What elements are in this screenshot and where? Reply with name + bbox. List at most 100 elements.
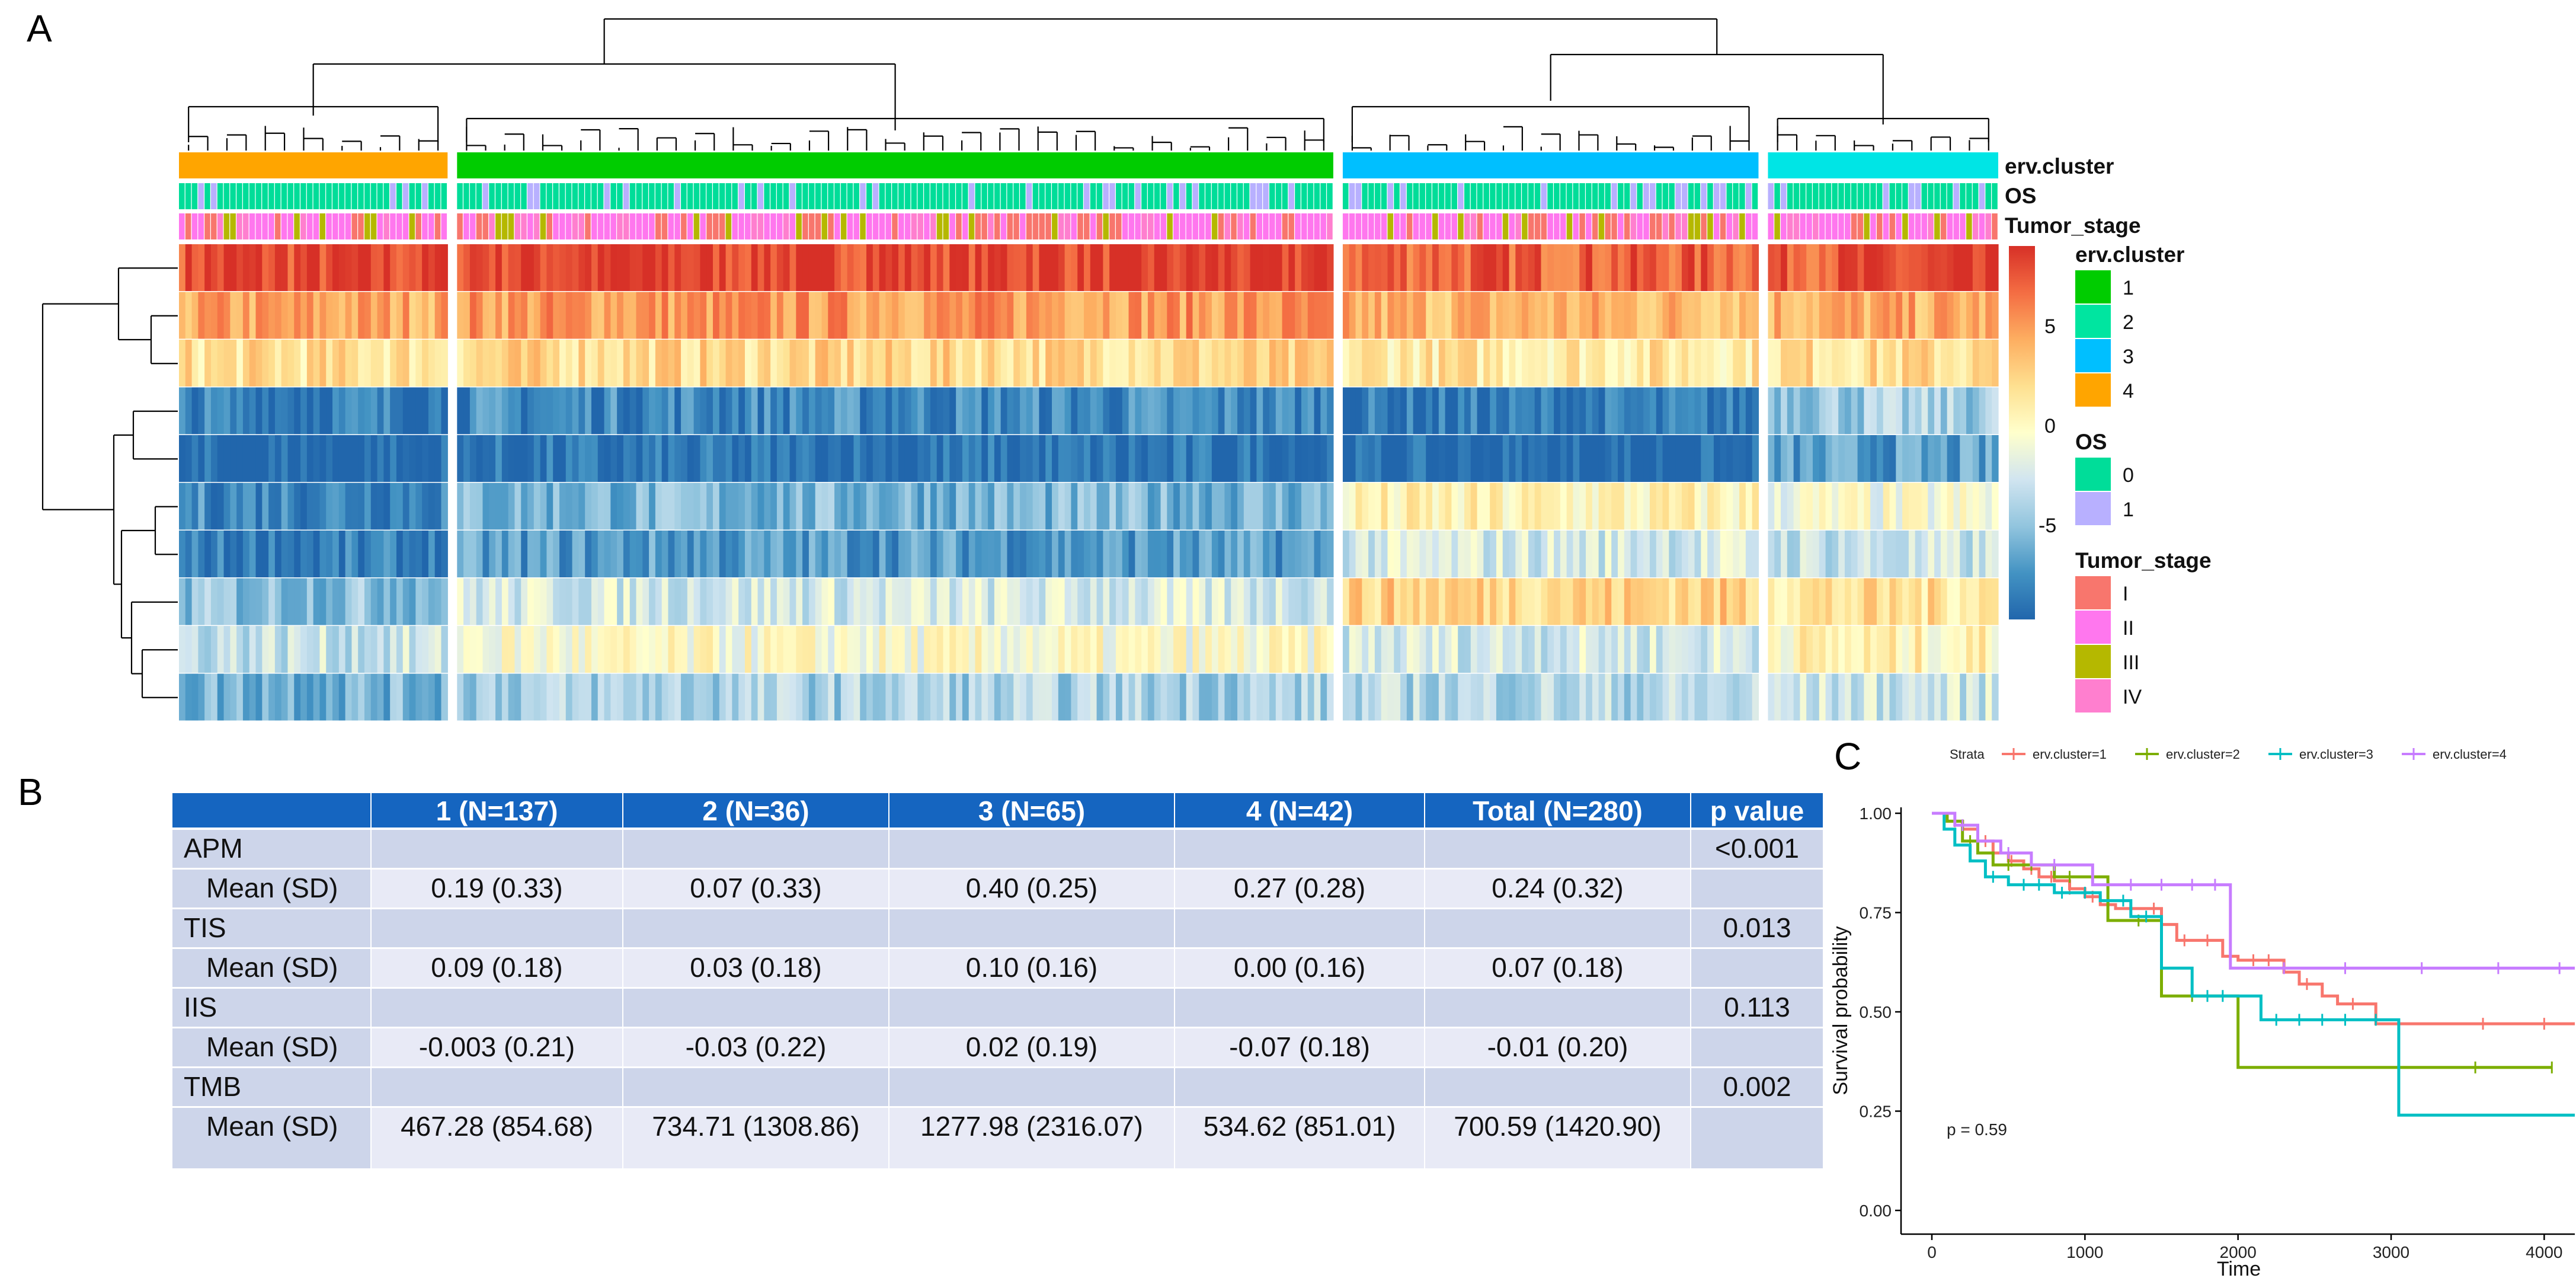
heatmap-cell — [1205, 387, 1212, 434]
heatmap-cell — [1243, 626, 1251, 673]
heatmap-cell — [441, 340, 448, 386]
heatmap-cell — [255, 531, 263, 577]
heatmap-cell — [198, 244, 205, 291]
heatmap-cell — [847, 578, 855, 625]
annotation-os-cell — [313, 183, 319, 209]
heatmap-cell — [1186, 531, 1193, 577]
heatmap-cell — [1896, 673, 1903, 721]
heatmap-cell — [1400, 435, 1407, 482]
annotation-os-cell — [1263, 183, 1269, 209]
heatmap-cell — [1713, 578, 1721, 625]
heatmap-cell — [441, 435, 448, 482]
heatmap-cell — [1301, 578, 1308, 625]
heatmap-cell — [1896, 387, 1903, 434]
heatmap-cell — [1902, 435, 1909, 482]
heatmap-cell — [1681, 673, 1689, 721]
heatmap-cell — [268, 483, 276, 530]
heatmap-cell — [326, 244, 333, 291]
heatmap-cell — [415, 483, 423, 530]
table-cell — [1691, 989, 1823, 1027]
heatmap-cell — [892, 340, 899, 386]
heatmap-cell — [866, 626, 873, 673]
heatmap-cell — [1502, 435, 1510, 482]
annotation-stage-cell — [898, 213, 904, 239]
heatmap-cell — [764, 435, 771, 482]
heatmap-cell — [578, 387, 585, 434]
heatmap-cell — [1579, 292, 1586, 339]
heatmap-cell — [719, 244, 727, 291]
heatmap-cell — [1870, 483, 1877, 530]
heatmap-cell — [1541, 387, 1548, 434]
annotation-stage-cell — [1451, 213, 1457, 239]
heatmap-cell — [597, 483, 605, 530]
summary-table: 1 (N=137) 2 (N=36) 3 (N=65) 4 (N=42) Total (… — [172, 793, 1823, 1168]
heatmap-cell — [1921, 340, 1928, 386]
heatmap-cell — [757, 531, 764, 577]
heatmap-cell — [1713, 531, 1721, 577]
annotation-os-cell — [911, 183, 917, 209]
heatmap-cell — [1013, 435, 1020, 482]
heatmap-cell — [866, 578, 873, 625]
heatmap-cell — [1058, 483, 1065, 530]
annotation-stage-cell — [242, 213, 249, 239]
heatmap-cell — [422, 483, 429, 530]
annotation-stage-cell — [1800, 213, 1806, 239]
heatmap-cell — [533, 292, 541, 339]
heatmap-cell — [1720, 626, 1727, 673]
heatmap-cell — [1362, 387, 1369, 434]
heatmap-cell — [1768, 673, 1775, 721]
annotation-os-cell — [847, 183, 853, 209]
heatmap-cell — [428, 673, 436, 721]
heatmap-cell — [441, 673, 448, 721]
heatmap-cell — [764, 292, 771, 339]
annotation-os-cell — [1579, 183, 1585, 209]
heatmap-cell — [1851, 387, 1858, 434]
heatmap-cell — [489, 578, 496, 625]
heatmap-cell — [821, 340, 828, 386]
table-cell — [172, 989, 370, 1027]
annotation-stage-cell — [738, 213, 744, 239]
heatmap-cell — [796, 435, 803, 482]
heatmap-cell — [1301, 292, 1308, 339]
heatmap-cell — [981, 626, 988, 673]
heatmap-cell — [463, 340, 471, 386]
annotation-stage-cell — [1908, 213, 1915, 239]
heatmap-cell — [1438, 387, 1446, 434]
legend-label: III — [2123, 651, 2139, 674]
table-cell — [1425, 870, 1690, 908]
heatmap-cell — [834, 435, 841, 482]
heatmap-cell — [351, 292, 359, 339]
heatmap-cell — [1515, 387, 1522, 434]
heatmap-cell — [1889, 340, 1896, 386]
heatmap-cell — [198, 387, 205, 434]
heatmap-cell — [482, 292, 489, 339]
heatmap-cell — [1669, 292, 1676, 339]
heatmap-cell — [1250, 244, 1257, 291]
heatmap-cell — [1224, 244, 1231, 291]
heatmap-cell — [1876, 387, 1884, 434]
heatmap-cell — [956, 340, 963, 386]
table-header-text: 2 (N=36) — [702, 795, 809, 826]
heatmap-cell — [719, 340, 727, 386]
heatmap-cell — [1752, 483, 1759, 530]
heatmap-cell — [1681, 340, 1689, 386]
heatmap-cell — [1084, 673, 1091, 721]
heatmap-cell — [1960, 387, 1967, 434]
heatmap-cell — [210, 292, 218, 339]
heatmap-cell — [757, 673, 764, 721]
heatmap-cell — [1362, 626, 1369, 673]
heatmap-cell — [1160, 531, 1167, 577]
heatmap-cell — [1103, 387, 1110, 434]
heatmap-cell — [770, 531, 777, 577]
annotation-os-cell — [655, 183, 661, 209]
heatmap-cell — [1630, 578, 1637, 625]
heatmap-cell — [300, 626, 308, 673]
heatmap-cell — [1502, 531, 1510, 577]
heatmap-cell — [693, 387, 701, 434]
heatmap-cell — [1368, 673, 1375, 721]
heatmap-cell — [1966, 292, 1973, 339]
annotation-stage-cell — [521, 213, 527, 239]
heatmap-cell — [230, 483, 237, 530]
heatmap-cell — [1154, 578, 1161, 625]
heatmap-cell — [1199, 435, 1206, 482]
